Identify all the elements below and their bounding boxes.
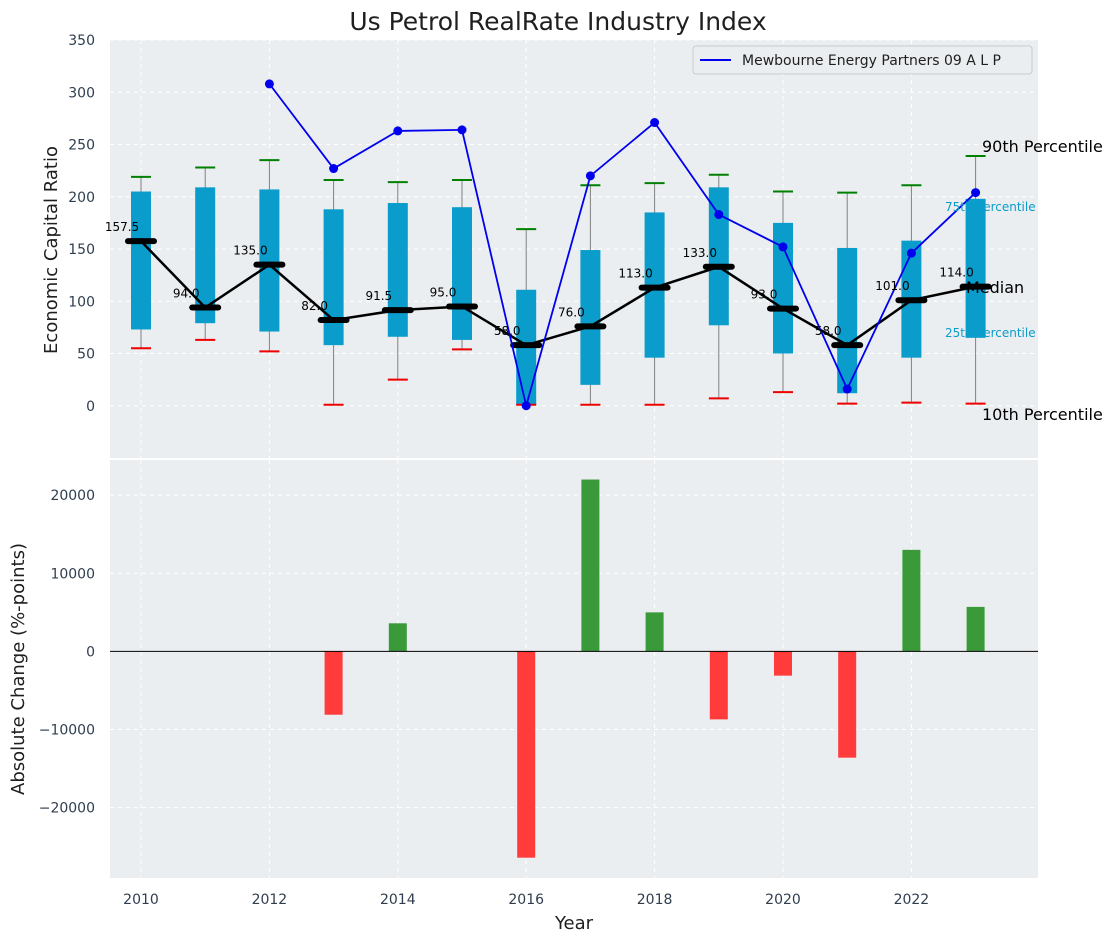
box-2020 [773, 222, 793, 354]
top-y-tick-label: 50 [77, 347, 95, 363]
bottom-y-tick-label: 0 [86, 644, 95, 660]
bar-2020 [774, 651, 792, 676]
box-2011 [195, 187, 216, 324]
box-2017 [580, 250, 601, 385]
series-point-2019 [714, 210, 724, 220]
series-point-2012 [264, 79, 274, 89]
median-value-labels: 157.5 94.0 135.0 82.0 91.5 95.0 58.0 76.0 113.0 1… [105, 220, 974, 338]
top-y-tick-label: 300 [68, 85, 95, 101]
bar-2023 [966, 606, 985, 652]
bar-2022 [902, 549, 921, 652]
x-tick-label: 2016 [508, 892, 544, 908]
legend-label: Mewbourne Energy Partners 09 A L P [742, 53, 1001, 69]
series-line [268, 83, 977, 406]
x-tick-label: 2018 [637, 892, 673, 908]
box-2012 [259, 189, 280, 332]
median-value-label: 91.5 [365, 289, 392, 303]
box-2023 [965, 198, 986, 338]
median-value-label: 58.0 [494, 324, 521, 338]
series-point-2014 [393, 126, 403, 136]
box-2013 [323, 209, 344, 346]
top-y-axis-label: Economic Capital Ratio [41, 146, 62, 354]
top-y-ticks: 0 50 100 150 200 250 300 350 [68, 33, 95, 415]
box-plot-panel: 0 50 100 150 200 250 300 350 157.5 94.0 135.0 82.0… [41, 33, 1103, 458]
median-value-label: 82.0 [301, 299, 328, 313]
series-point-2017 [585, 171, 595, 181]
top-y-tick-label: 350 [68, 33, 95, 49]
median-value-label: 135.0 [233, 244, 267, 258]
median-trend [125, 238, 992, 349]
median-value-label: 76.0 [558, 305, 585, 319]
bar-2017 [581, 479, 600, 652]
x-tick-label: 2012 [252, 892, 288, 908]
median-value-label: 58.0 [815, 324, 842, 338]
chart-title: Us Petrol RealRate Industry Index [349, 7, 766, 36]
bars [324, 479, 985, 858]
bar-2018 [645, 612, 664, 652]
series-point-2016 [521, 401, 531, 411]
percentile-annotations: 90th Percentile 75th Percentile Median 2… [945, 137, 1103, 424]
median-trend-line [140, 240, 976, 347]
x-tick-label: 2020 [765, 892, 801, 908]
bar-2021 [838, 651, 857, 758]
x-ticks: 2010 2012 2014 2016 2018 2020 2022 [123, 892, 929, 908]
series-point-2020 [778, 242, 788, 252]
series-point-2021 [842, 384, 852, 394]
p25-annotation: 25th Percentile [945, 326, 1036, 340]
median-value-label: 113.0 [618, 267, 652, 281]
x-axis-label: Year [554, 913, 594, 934]
legend-box [692, 45, 1033, 75]
top-y-tick-label: 150 [68, 242, 95, 258]
series-point-2018 [650, 118, 660, 128]
bottom-y-axis-label: Absolute Change (%-points) [8, 543, 29, 795]
company-series [264, 79, 981, 411]
bottom-y-ticks: −20000 −10000 0 10000 20000 [39, 488, 95, 817]
x-tick-label: 2010 [123, 892, 159, 908]
top-y-tick-label: 200 [68, 190, 95, 206]
series-point-2015 [457, 125, 467, 135]
boxes [131, 154, 986, 406]
x-tick-label: 2014 [380, 892, 416, 908]
bottom-y-tick-label: −10000 [39, 723, 95, 739]
top-y-tick-label: 0 [86, 399, 95, 415]
box-2014 [387, 203, 408, 337]
box-2010 [131, 191, 151, 330]
bar-2019 [709, 651, 728, 720]
x-tick-label: 2022 [894, 892, 930, 908]
box-2019 [708, 187, 729, 326]
series-point-2022 [906, 248, 916, 258]
median-value-label: 93.0 [751, 288, 778, 302]
p10-annotation: 10th Percentile [982, 405, 1103, 424]
box-2021 [837, 247, 858, 394]
median-value-label: 94.0 [173, 287, 200, 301]
bottom-plot-background [110, 460, 1038, 878]
median-value-label: 114.0 [939, 266, 973, 280]
median-annotation: Median [966, 278, 1024, 297]
box-2015 [452, 207, 472, 340]
legend: Mewbourne Energy Partners 09 A L P [692, 45, 1033, 75]
bar-2016 [517, 651, 536, 858]
median-value-label: 95.0 [430, 285, 457, 299]
series-point-2023 [971, 188, 981, 198]
median-value-label: 133.0 [683, 246, 717, 260]
top-y-tick-label: 100 [68, 294, 95, 310]
bar-2014 [388, 623, 407, 652]
p75-annotation: 75th Percentile [945, 200, 1036, 214]
bottom-y-tick-label: 20000 [50, 488, 95, 504]
bottom-y-tick-label: −20000 [39, 801, 95, 817]
bottom-y-tick-label: 10000 [50, 566, 95, 582]
change-bar-panel: −20000 −10000 0 10000 20000 2010 2012 2014 2016… [8, 460, 1038, 934]
p90-annotation: 90th Percentile [982, 137, 1103, 156]
bar-2013 [324, 651, 343, 715]
median-value-label: 101.0 [875, 279, 909, 293]
top-y-tick-label: 250 [68, 138, 95, 154]
median-value-label: 157.5 [105, 220, 139, 234]
series-point-2013 [329, 164, 339, 174]
